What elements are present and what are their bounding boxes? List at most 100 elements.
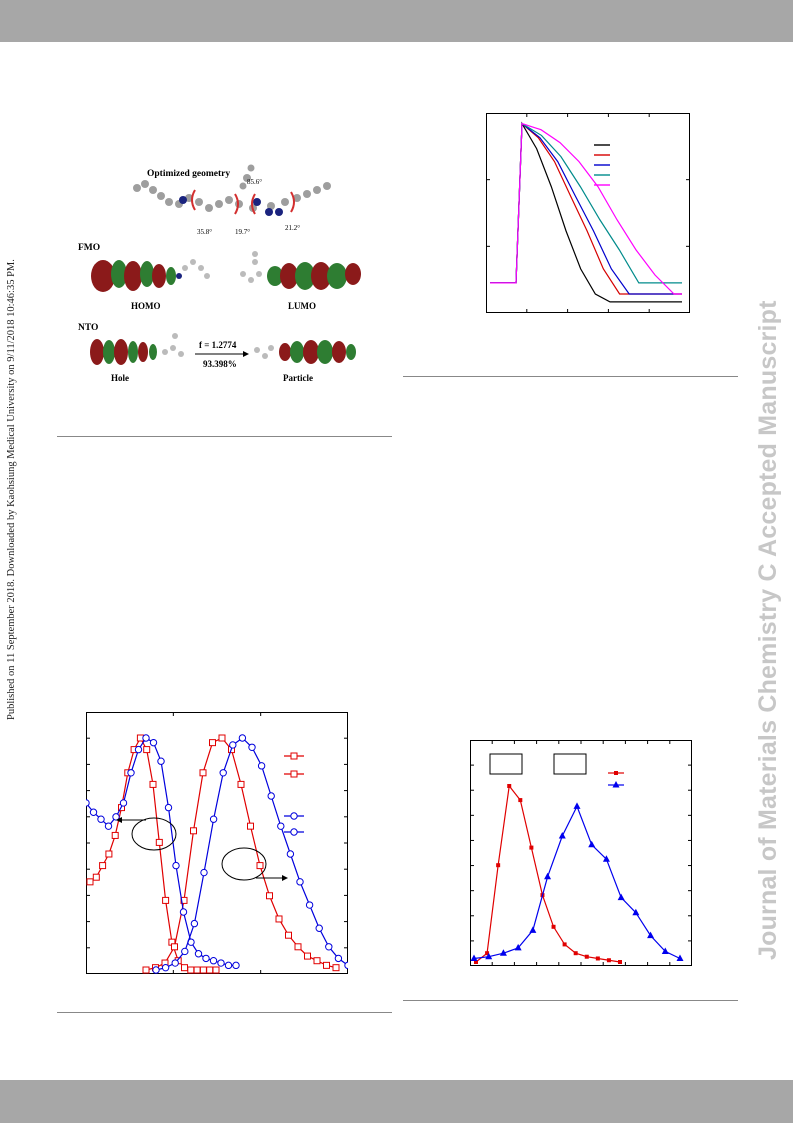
data-point [277, 822, 285, 830]
label-box [553, 753, 587, 775]
data-point [232, 961, 240, 970]
caption-rule [57, 436, 392, 437]
data-point [199, 966, 207, 974]
data-point [105, 850, 113, 858]
data-point [181, 947, 189, 956]
data-point [325, 943, 333, 951]
data-point [200, 868, 208, 877]
data-point [290, 770, 298, 778]
osc-strength: f = 1.2774 [199, 340, 237, 350]
data-point [584, 954, 589, 959]
data-point [193, 966, 201, 974]
data-point [149, 738, 158, 747]
data-point [514, 943, 522, 951]
data-point [257, 762, 266, 770]
data-point [470, 954, 478, 961]
lumo-orbital [240, 251, 361, 290]
data-point [290, 812, 298, 820]
data-point [217, 959, 225, 967]
data-point [285, 931, 292, 939]
data-point [499, 949, 507, 956]
data-point [602, 855, 610, 862]
data-point [248, 743, 256, 751]
data-point [676, 954, 684, 961]
caption-rule [403, 376, 738, 377]
data-point [474, 960, 478, 964]
data-point [237, 780, 245, 788]
angle-label: 19.7° [235, 228, 250, 236]
data-point [266, 892, 273, 900]
data-point [632, 908, 640, 916]
decay-chart [486, 113, 690, 313]
data-point [573, 951, 578, 956]
data-point [588, 840, 596, 848]
data-point [206, 966, 214, 974]
data-point [134, 745, 143, 754]
angle-label: 35.8° [197, 228, 212, 236]
data-point [92, 873, 100, 881]
arrow-head-icon [243, 351, 249, 357]
data-point [127, 769, 135, 777]
data-point [661, 947, 669, 954]
decay-curve [490, 122, 682, 295]
arrow-right-icon [282, 875, 288, 881]
data-point [529, 926, 537, 933]
data-point [209, 815, 218, 823]
data-point [617, 893, 625, 901]
angle-label: 21.2° [285, 224, 300, 232]
fmo-label: FMO [78, 243, 100, 253]
data-point [209, 739, 216, 747]
data-point [496, 863, 501, 868]
angle-arcs [191, 189, 295, 215]
caption-rule [403, 1000, 738, 1001]
data-point [164, 803, 173, 812]
data-point [290, 828, 298, 836]
el-spectra-chart [470, 740, 692, 966]
nto-label: NTO [78, 323, 98, 333]
hole-label: Hole [111, 373, 129, 383]
data-point [229, 741, 237, 749]
data-point [194, 950, 203, 958]
data-point [304, 952, 311, 960]
data-point [305, 901, 314, 909]
data-point [334, 954, 343, 963]
data-point [190, 827, 197, 835]
geometry-title: Optimized geometry [147, 169, 230, 179]
data-point [518, 798, 523, 803]
spectrum-curve [155, 737, 348, 971]
data-point [180, 896, 188, 904]
data-point [143, 746, 151, 754]
data-point [212, 966, 220, 974]
data-point [219, 769, 227, 777]
data-point [149, 780, 157, 788]
header-band [0, 0, 793, 42]
journal-watermark: Journal of Materials Chemistry C Accepte… [754, 300, 782, 960]
data-point [290, 752, 298, 760]
data-point [323, 961, 330, 969]
data-point [199, 769, 207, 777]
nitrogen-atoms [179, 196, 283, 216]
data-point [332, 964, 340, 972]
data-point [179, 908, 188, 916]
axis-indicator-ellipse [221, 847, 267, 881]
data-point [573, 802, 581, 809]
data-point [558, 832, 566, 839]
homo-orbital [91, 259, 210, 292]
data-point [286, 850, 295, 858]
data-point [190, 919, 199, 928]
data-point [181, 964, 188, 972]
data-point [111, 831, 119, 839]
data-point [294, 943, 302, 951]
data-point [313, 957, 321, 965]
caption-rule [57, 1012, 392, 1013]
data-point [267, 792, 275, 800]
data-point [172, 861, 180, 870]
data-point [238, 734, 247, 742]
data-point [647, 931, 655, 939]
data-point [529, 845, 534, 850]
homo-label: HOMO [131, 301, 161, 311]
particle-orbital [254, 340, 356, 364]
data-point [119, 799, 128, 807]
data-point [551, 924, 556, 929]
angle-label: 85.6° [247, 178, 262, 186]
